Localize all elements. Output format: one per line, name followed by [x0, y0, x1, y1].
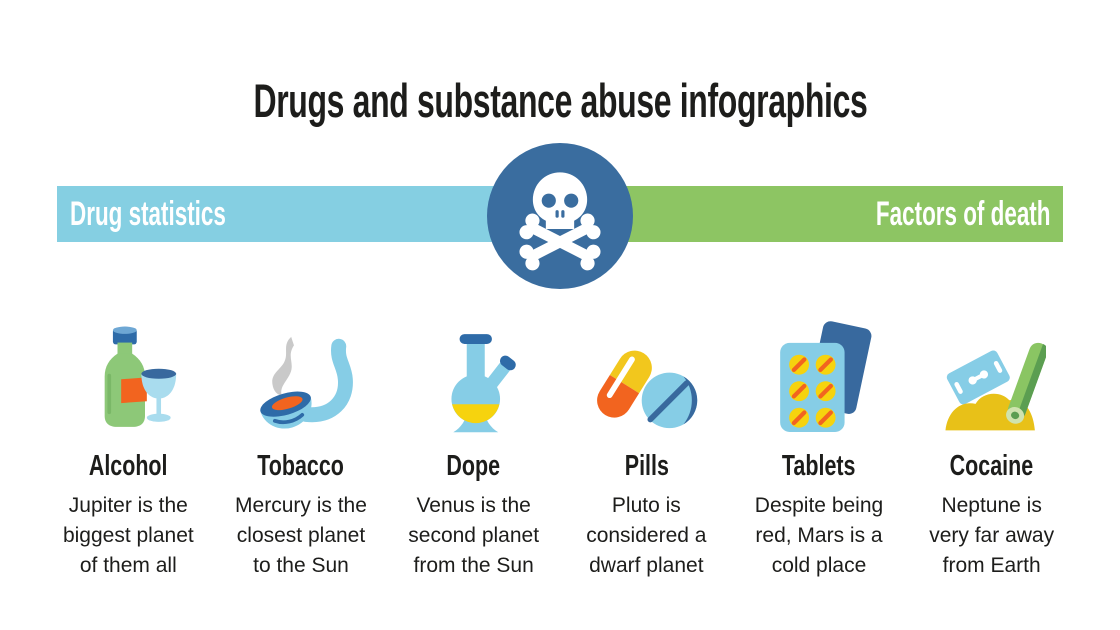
item-description-line: considered a [586, 524, 707, 547]
crossbones [519, 213, 601, 271]
item-description: Mercury is the closest planet to the Sun [215, 491, 388, 581]
tobacco-pipe-icon [215, 306, 388, 434]
item-description-line: cold place [771, 554, 867, 577]
skull-crossbones-icon [519, 172, 601, 271]
item-description-line: Mercury is the [235, 494, 367, 517]
item-description-line: Pluto is [611, 494, 681, 517]
item-label: Dope [446, 450, 501, 482]
item-tobacco: Tobacco Mercury is the closest planet to… [215, 306, 388, 581]
razor-blade [946, 350, 1010, 405]
item-description-line: very far away [929, 524, 1055, 547]
item-label: Pills [624, 450, 669, 482]
smoke [272, 336, 295, 396]
item-cocaine: Cocaine Neptune is very far away from Ea… [905, 306, 1078, 581]
banner: Drug statistics Factors of death [0, 143, 1120, 289]
factors-of-death-bar: Factors of death [560, 186, 1063, 242]
factors-of-death-label: Factors of death [875, 195, 1050, 233]
item-description-line: from Earth [942, 554, 1041, 577]
item-tablets: Tablets Despite being red, Mars is a col… [733, 306, 906, 581]
item-pills: Pills Pluto is considered a dwarf planet [560, 306, 733, 581]
drug-statistics-bar: Drug statistics [57, 186, 560, 242]
cocaine-icon [905, 306, 1078, 434]
item-description-line: closest planet [236, 524, 366, 547]
blister-pack-icon [733, 306, 906, 434]
wine-glass [141, 368, 176, 422]
item-description: Pluto is considered a dwarf planet [560, 491, 733, 581]
item-description-line: Jupiter is the [68, 494, 188, 517]
bong-stem [485, 355, 516, 390]
capsule [596, 350, 652, 418]
item-description-line: second planet [408, 524, 540, 547]
bong-liquid [452, 404, 500, 424]
item-description: Neptune is very far away from Earth [905, 491, 1078, 581]
item-label: Alcohol [88, 450, 168, 482]
item-label: Tobacco [257, 450, 345, 482]
item-label: Cocaine [949, 450, 1034, 482]
page-title: Drugs and substance abuse infographics [0, 71, 1120, 131]
item-description: Jupiter is the biggest planet of them al… [42, 491, 215, 581]
item-description-line: Despite being [754, 494, 884, 517]
bong-icon [387, 306, 560, 434]
item-description-line: biggest planet [62, 524, 194, 547]
item-description-line: Venus is the [416, 494, 531, 517]
item-description-line: from the Sun [413, 554, 534, 577]
pipe-stem [299, 338, 354, 423]
items-row: Alcohol Jupiter is the biggest planet of… [42, 306, 1078, 581]
skull-badge [487, 143, 633, 289]
item-alcohol: Alcohol Jupiter is the biggest planet of… [42, 306, 215, 581]
drug-statistics-label: Drug statistics [70, 195, 226, 233]
item-description: Despite being red, Mars is a cold place [733, 491, 906, 581]
item-description-line: to the Sun [253, 554, 349, 577]
item-description-line: Neptune is [941, 494, 1042, 517]
page-title-text: Drugs and substance abuse infographics [252, 74, 867, 128]
pipe-bowl [260, 391, 313, 429]
item-description: Venus is the second planet from the Sun [387, 491, 560, 581]
skull [532, 172, 588, 229]
item-description-line: dwarf planet [589, 554, 704, 577]
blister-pills [789, 354, 836, 428]
item-label: Tablets [782, 450, 856, 482]
alcohol-icon [42, 306, 215, 434]
bong-tube [466, 338, 485, 384]
bong-rim [459, 334, 493, 344]
item-description-line: of them all [79, 554, 177, 577]
pills-icon [560, 306, 733, 434]
item-dope: Dope Venus is the second planet from the… [387, 306, 560, 581]
rolled-bill [1005, 342, 1046, 424]
tablet [641, 372, 698, 429]
bottle [104, 326, 147, 427]
item-description-line: red, Mars is a [755, 524, 883, 547]
